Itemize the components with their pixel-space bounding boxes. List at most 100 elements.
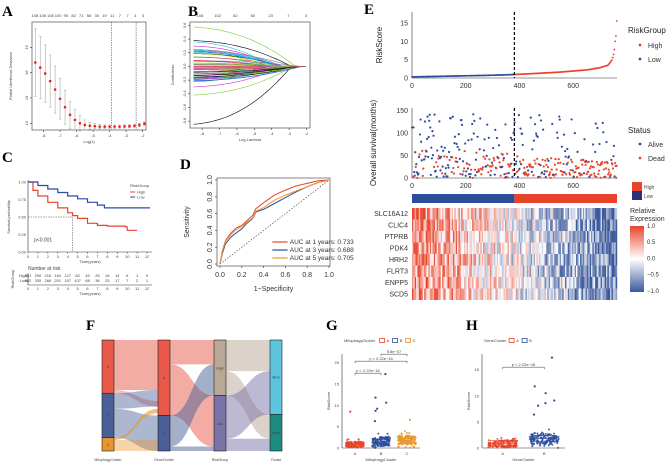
heatmap-cell	[473, 254, 476, 266]
heatmap-cell	[504, 231, 507, 243]
survival-point	[582, 172, 586, 175]
heatmap-cell	[533, 242, 536, 254]
heatmap-cell	[427, 219, 429, 231]
survival-point	[564, 155, 567, 158]
heatmap-cell	[502, 242, 504, 254]
heatmap-cell	[596, 231, 599, 243]
heatmap-cell	[478, 254, 481, 266]
risk-x-tick-label: 6	[86, 286, 89, 291]
survival-point	[569, 168, 572, 172]
x-tick-label: A	[501, 451, 504, 456]
survival-point	[452, 172, 456, 175]
heatmap-cell	[554, 254, 556, 266]
heatmap-cell	[585, 231, 588, 243]
y-tick-label: -0.6	[182, 103, 187, 111]
survival-point	[474, 174, 477, 177]
heatmap-cell	[592, 242, 594, 254]
jitter-point	[374, 444, 377, 447]
heatmap-cell	[573, 254, 575, 266]
heatmap-cell	[420, 231, 422, 243]
heatmap-cell	[480, 231, 482, 243]
heatmap-cell	[562, 242, 564, 254]
comparison-bracket	[354, 372, 382, 376]
heatmap-cell	[596, 254, 599, 266]
top-tick-label: 7	[126, 13, 129, 18]
y-axis-label: Coefficients	[170, 65, 175, 86]
heatmap-cell	[418, 219, 421, 231]
heatmap-cell	[554, 265, 556, 277]
heatmap-cell	[545, 288, 548, 300]
top-tick-label: 108	[47, 13, 54, 18]
survival-point	[423, 158, 426, 161]
heatmap-cell	[540, 288, 543, 300]
heatmap-cell	[444, 265, 447, 277]
survival-point	[423, 120, 426, 123]
heatmap-cell	[489, 231, 492, 243]
risk-table-cell: 7	[126, 278, 129, 283]
survival-point	[612, 144, 616, 147]
heatmap-cell	[608, 265, 611, 277]
heatmap-cell	[532, 242, 534, 254]
heatmap-cell	[586, 254, 589, 266]
heatmap-cell	[566, 288, 568, 300]
heatmap-cell	[522, 288, 525, 300]
heatmap-cell	[443, 231, 445, 243]
heatmap-cell	[450, 231, 452, 243]
heatmap-cell	[504, 277, 507, 289]
heatmap-cell	[547, 277, 549, 289]
legend-swatch	[638, 57, 642, 61]
heatmap-cell	[502, 219, 504, 231]
heatmap-cell	[535, 231, 537, 243]
heatmap-cell	[499, 208, 502, 220]
heatmap-cell	[597, 254, 600, 266]
heatmap-cell	[559, 265, 562, 277]
heatmap-cell	[492, 219, 495, 231]
heatmap-cell	[532, 219, 534, 231]
heatmap-cell	[428, 277, 430, 289]
survival-point	[574, 165, 577, 168]
heatmap-cell	[424, 254, 426, 266]
heatmap-cell	[414, 242, 417, 254]
heatmap-cell	[469, 231, 471, 243]
outlier-point	[376, 407, 379, 410]
sankey-node	[213, 395, 227, 452]
heatmap-cell	[498, 254, 500, 266]
heatmap-cell	[494, 219, 496, 231]
heatmap-cell	[599, 219, 601, 231]
heatmap-cell	[416, 254, 418, 266]
jitter-point	[403, 430, 406, 433]
heatmap-cell	[420, 208, 422, 220]
survival-point	[516, 155, 519, 158]
survival-point	[507, 172, 510, 175]
heatmap-cell	[597, 288, 600, 300]
x-tick-label: -5	[91, 133, 95, 138]
heatmap-cell	[413, 254, 415, 266]
heatmap-cell	[537, 208, 540, 220]
survival-point	[518, 160, 522, 163]
heatmap-cell	[468, 254, 470, 266]
heatmap-cell	[468, 219, 470, 231]
jitter-point	[557, 437, 560, 440]
heatmap-cell	[592, 277, 594, 289]
heatmap-cell	[595, 288, 597, 300]
heatmap-cell	[566, 242, 568, 254]
survival-point	[544, 175, 547, 179]
survival-point	[494, 128, 497, 131]
jitter-point	[409, 446, 412, 449]
heatmap-cell	[578, 288, 581, 300]
heatmap-cell	[576, 208, 578, 220]
survival-point	[518, 167, 521, 170]
survival-point	[546, 157, 549, 161]
heatmap-cell	[444, 219, 447, 231]
heatmap-cell	[488, 231, 491, 243]
jitter-point	[538, 443, 541, 446]
heatmap-cell	[421, 288, 424, 300]
heatmap-cell	[574, 288, 577, 300]
survival-point	[509, 136, 512, 139]
heatmap-cell	[494, 265, 496, 277]
heatmap-cell	[412, 208, 414, 220]
heatmap-cell	[418, 231, 421, 243]
heatmap-cell	[539, 242, 541, 254]
